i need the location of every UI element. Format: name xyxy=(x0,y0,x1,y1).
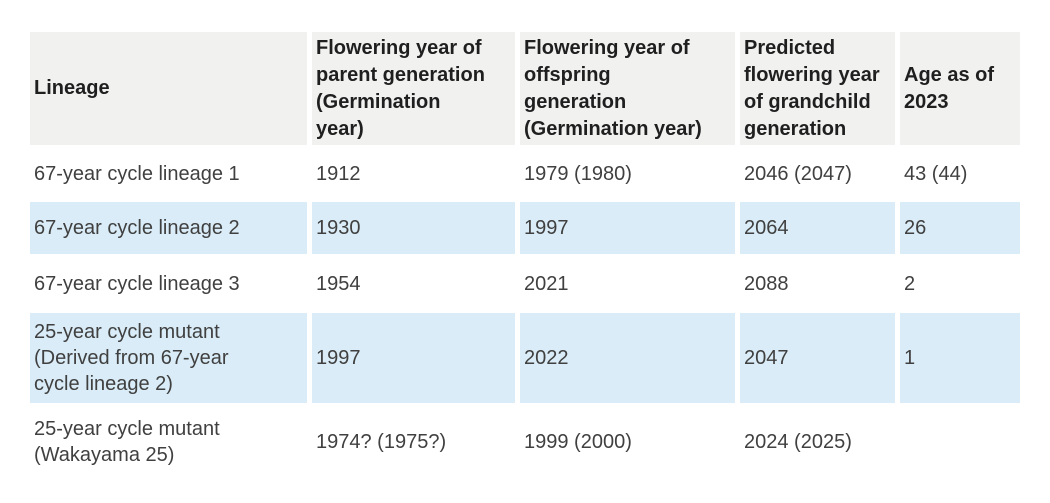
header-row: Lineage Flowering year of parent generat… xyxy=(30,32,1020,145)
cell-parent-year: 1954 xyxy=(316,272,361,295)
cell-lineage: 25-year cycle mutant (Derived from 67-ye… xyxy=(30,313,307,403)
cell-grandchild-year: 2046 (2047) xyxy=(744,162,852,185)
table-row-lineage-1: 67-year cycle lineage 1 1912 1979 (1980)… xyxy=(30,145,1020,202)
flowering-lineage-table: Lineage Flowering year of parent generat… xyxy=(25,32,1025,480)
column-header-lineage: Lineage xyxy=(30,32,307,145)
cell-age: 43 (44) xyxy=(904,162,968,185)
cell-offspring-year: 1999 (2000) xyxy=(524,430,632,453)
cell-offspring-year: 2022 xyxy=(520,313,735,403)
cell-lineage: 67-year cycle lineage 2 xyxy=(30,202,307,254)
table-row-mutant-derived: 25-year cycle mutant (Derived from 67-ye… xyxy=(30,313,1020,403)
cell-lineage: 25-year cycle mutant (Wakayama 25) xyxy=(34,417,220,466)
cell-offspring-year: 1979 (1980) xyxy=(524,162,632,185)
cell-grandchild-year: 2088 xyxy=(744,272,789,295)
cell-parent-year: 1912 xyxy=(316,162,361,185)
cell-grandchild-year: 2064 xyxy=(740,202,895,254)
cell-grandchild-year: 2024 (2025) xyxy=(744,430,852,453)
cell-age xyxy=(900,403,1020,480)
cell-grandchild-year: 2047 xyxy=(740,313,895,403)
cell-lineage: 67-year cycle lineage 1 xyxy=(34,162,240,185)
cell-parent-year: 1930 xyxy=(312,202,515,254)
column-header-age: Age as of 2023 xyxy=(900,32,1020,145)
cell-offspring-year: 2021 xyxy=(524,272,569,295)
column-header-grandchild-flowering-year: Predicted flowering year of grandchild g… xyxy=(740,32,895,145)
cell-parent-year: 1974? (1975?) xyxy=(316,430,447,453)
cell-parent-year: 1997 xyxy=(312,313,515,403)
table-row-lineage-3: 67-year cycle lineage 3 1954 2021 2088 2 xyxy=(30,254,1020,313)
column-header-offspring-flowering-year: Flowering year of offspring generation (… xyxy=(520,32,735,145)
cell-age: 26 xyxy=(900,202,1020,254)
cell-lineage: 67-year cycle lineage 3 xyxy=(34,272,240,295)
cell-age: 1 xyxy=(900,313,1020,403)
cell-offspring-year: 1997 xyxy=(520,202,735,254)
cell-age: 2 xyxy=(904,272,916,295)
table-row-lineage-2: 67-year cycle lineage 2 1930 1997 2064 2… xyxy=(30,202,1020,254)
column-header-parent-flowering-year: Flowering year of parent generation (Ger… xyxy=(312,32,515,145)
table-row-mutant-wakayama: 25-year cycle mutant (Wakayama 25) 1974?… xyxy=(30,403,1020,480)
